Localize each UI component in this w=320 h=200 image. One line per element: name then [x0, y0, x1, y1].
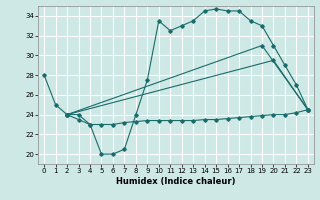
X-axis label: Humidex (Indice chaleur): Humidex (Indice chaleur) [116, 177, 236, 186]
